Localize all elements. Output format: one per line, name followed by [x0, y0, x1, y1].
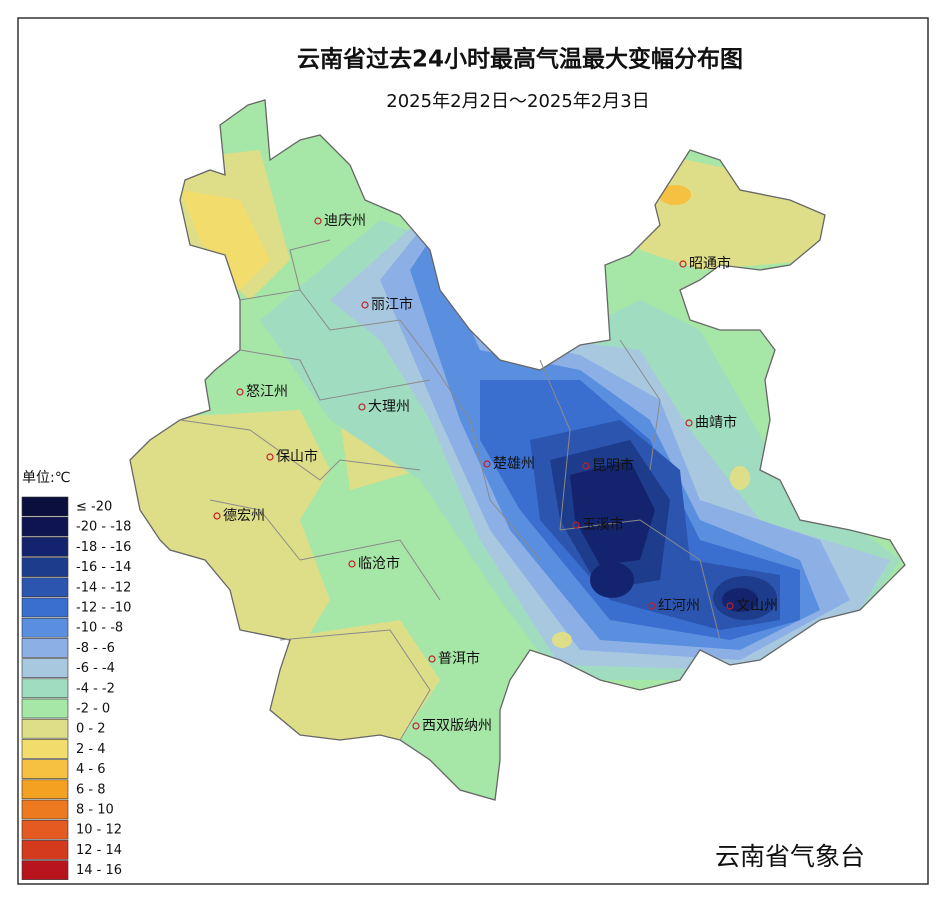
- city-label: 昆明市: [592, 457, 634, 474]
- city-label: 保山市: [276, 448, 318, 465]
- legend-title: 单位:℃: [22, 470, 70, 486]
- legend-label: -16 - -14: [76, 560, 131, 575]
- legend-label: 10 - 12: [76, 823, 122, 838]
- legend-label: -6 - -4: [76, 661, 115, 676]
- city-marker: [266, 453, 274, 461]
- legend-label: 2 - 4: [76, 742, 106, 757]
- city-label: 丽江市: [371, 296, 413, 313]
- city-label: 曲靖市: [695, 414, 737, 431]
- legend-label: -20 - -18: [76, 520, 131, 535]
- legend-swatch: [21, 799, 69, 820]
- borders: [129, 99, 906, 801]
- legend-swatch: [21, 759, 69, 779]
- city-marker: [428, 655, 436, 663]
- city-label: 普洱市: [438, 650, 480, 667]
- legend-swatch: [21, 718, 69, 739]
- legend-label: 12 - 14: [76, 843, 122, 858]
- legend-label: ≤ -20: [76, 500, 112, 515]
- legend-label: -2 - 0: [76, 702, 110, 717]
- city-marker: [358, 403, 366, 411]
- city-marker: [348, 560, 356, 568]
- legend-label: 8 - 10: [76, 803, 114, 818]
- legend-swatch: [21, 496, 69, 517]
- legend-label: -14 - -12: [76, 580, 131, 595]
- city-label: 玉溪市: [582, 516, 624, 533]
- city-marker: [361, 301, 369, 309]
- legend-swatch: [21, 678, 69, 699]
- city-label: 红河州: [658, 598, 700, 614]
- legend-label: 4 - 6: [76, 762, 106, 777]
- legend: ≤ -20 -20 - -18 -18 - -16 -16 - -14 -14 - -1…: [21, 496, 131, 880]
- city-marker: [685, 419, 693, 427]
- city-marker: [314, 217, 322, 225]
- legend-label: -12 - -10: [76, 601, 131, 616]
- legend-swatch: [21, 557, 69, 577]
- legend-swatch: [21, 819, 69, 840]
- legend-swatch: [21, 698, 69, 719]
- legend-swatch: [21, 840, 69, 860]
- city-label: 迪庆州: [324, 213, 366, 229]
- legend-swatch: [21, 577, 69, 598]
- legend-label: -8 - -6: [76, 641, 115, 656]
- legend-label: 0 - 2: [76, 722, 106, 737]
- legend-swatch: [21, 597, 69, 618]
- legend-swatch: [21, 516, 69, 537]
- city-label: 文山州: [736, 598, 778, 614]
- city-label: 临沧市: [358, 555, 400, 572]
- legend-label: -18 - -16: [76, 540, 131, 555]
- legend-swatch: [21, 638, 69, 658]
- legend-label: -4 - -2: [76, 681, 115, 696]
- city-marker: [412, 722, 420, 730]
- city-marker: [236, 388, 244, 396]
- city-marker: [648, 602, 656, 610]
- legend-swatch: [21, 658, 69, 678]
- city-label: 怒江州: [246, 384, 288, 400]
- legend-swatch: [21, 537, 69, 557]
- legend-swatch: [21, 739, 69, 759]
- city-marker: [582, 462, 590, 470]
- legend-label: -10 - -8: [76, 621, 123, 636]
- city-label: 大理州: [368, 399, 410, 415]
- city-label: 德宏州: [223, 508, 265, 524]
- city-marker: [213, 512, 221, 520]
- city-marker: [726, 602, 734, 610]
- city-marker: [572, 521, 580, 529]
- city-label: 楚雄州: [493, 456, 535, 472]
- city-label: 昭通市: [689, 255, 731, 272]
- city-label: 西双版纳州: [422, 718, 492, 734]
- credit: 云南省气象台: [715, 842, 865, 871]
- subtitle: 2025年2月2日～2025年2月3日: [386, 91, 649, 112]
- legend-swatch: [21, 860, 69, 880]
- title: 云南省过去24小时最高气温最大变幅分布图: [297, 46, 743, 73]
- city-marker: [679, 260, 687, 268]
- legend-swatch: [21, 779, 69, 800]
- legend-label: 6 - 8: [76, 782, 106, 797]
- legend-label: 14 - 16: [76, 863, 122, 878]
- city-marker: [483, 460, 491, 468]
- legend-swatch: [21, 617, 69, 638]
